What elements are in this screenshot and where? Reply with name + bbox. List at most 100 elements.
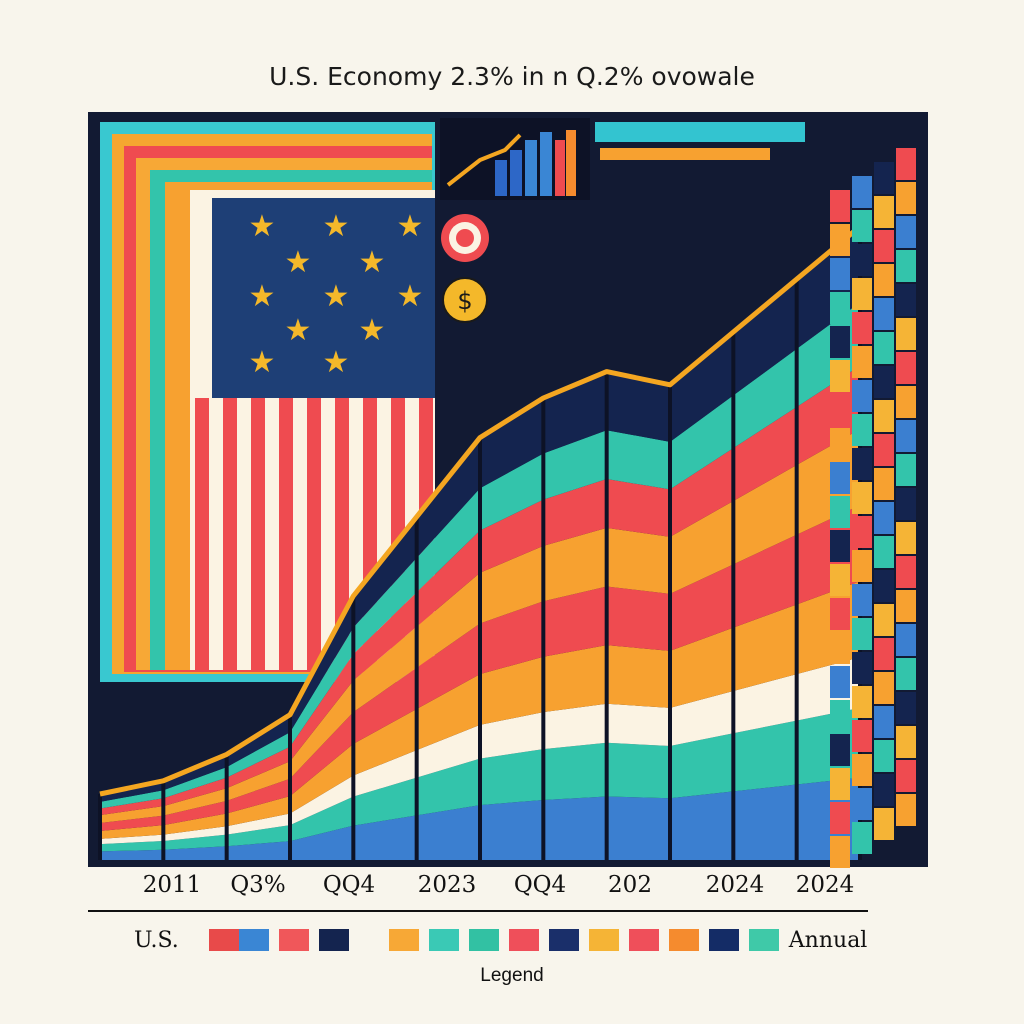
panel-cell [830, 360, 850, 392]
legend-swatch [318, 929, 349, 951]
panel-cell [830, 802, 850, 834]
legend-swatch [548, 929, 579, 951]
star-icon: ★ [249, 210, 276, 243]
panel-cell [830, 326, 850, 358]
panel-cell [874, 638, 894, 670]
panel-cell [896, 454, 916, 486]
x-tick-label: 2024 [705, 872, 765, 898]
legend-swatch [708, 929, 739, 951]
star-icon: ★ [397, 210, 424, 243]
legend-swatch [388, 929, 419, 951]
legend-swatch [428, 929, 459, 951]
panel-cell [830, 836, 850, 868]
panel-cell [852, 652, 872, 684]
panel-cell [852, 754, 872, 786]
panel-cell [874, 264, 894, 296]
panel-cell [830, 258, 850, 290]
legend: U.S. Annual [134, 925, 867, 955]
mini-bar-chart-icon [440, 118, 590, 200]
panel-cell [874, 332, 894, 364]
star-icon: ★ [249, 280, 276, 313]
side-panel [830, 148, 916, 868]
panel-cell [874, 672, 894, 704]
panel-cell [874, 230, 894, 262]
panel-cell [896, 284, 916, 316]
panel-cell [874, 400, 894, 432]
panel-cell [852, 176, 872, 208]
x-tick-label: Q3% [230, 872, 286, 898]
panel-cell [896, 488, 916, 520]
legend-swatch [628, 929, 659, 951]
flag-stripe [279, 398, 293, 670]
x-tick-label: 2011 [142, 872, 202, 898]
star-icon: ★ [323, 346, 350, 379]
panel-cell [830, 530, 850, 562]
panel-cell [896, 148, 916, 180]
panel-cell [830, 666, 850, 698]
panel-cell [874, 570, 894, 602]
panel-cell [830, 224, 850, 256]
panel-cell [830, 768, 850, 800]
panel-cell [830, 632, 850, 664]
panel-cell [896, 794, 916, 826]
x-tick-label: QQ4 [513, 872, 567, 898]
panel-cell [830, 292, 850, 324]
chart-title: U.S. Economy 2.3% in n Q.2% ovowale [269, 62, 755, 91]
legend-caption: Legend [480, 965, 544, 986]
x-tick-label: 2023 [417, 872, 477, 898]
panel-cell [874, 808, 894, 840]
legend-swatch [208, 929, 239, 951]
series-line [99, 224, 862, 797]
panel-cell [896, 556, 916, 588]
panel-cell [896, 624, 916, 656]
star-icon: ★ [285, 314, 312, 347]
panel-cell [852, 584, 872, 616]
panel-cell [896, 318, 916, 350]
panel-cell [830, 734, 850, 766]
panel-cell [852, 210, 872, 242]
panel-cell [874, 468, 894, 500]
panel-cell [830, 462, 850, 494]
x-tick-label: QQ4 [322, 872, 376, 898]
panel-cell [874, 706, 894, 738]
panel-cell [874, 298, 894, 330]
target-icon [441, 214, 489, 262]
legend-swatch [468, 929, 499, 951]
panel-cell [896, 658, 916, 690]
panel-cell [896, 726, 916, 758]
panel-cell [896, 692, 916, 724]
panel-cell [852, 822, 872, 854]
x-axis-line [88, 910, 868, 912]
panel-cell [852, 618, 872, 650]
legend-swatch [588, 929, 619, 951]
star-icon: ★ [249, 346, 276, 379]
legend-left-label: U.S. [134, 927, 179, 953]
panel-cell [852, 278, 872, 310]
panel-cell [896, 386, 916, 418]
panel-cell [852, 448, 872, 480]
legend-swatch [748, 929, 779, 951]
flag-stripe [195, 398, 209, 670]
panel-cell [852, 516, 872, 548]
panel-cell [874, 502, 894, 534]
panel-cell [874, 434, 894, 466]
panel-cell [830, 190, 850, 222]
panel-cell [874, 366, 894, 398]
legend-swatch [238, 929, 269, 951]
panel-cell [852, 312, 872, 344]
panel-cell [852, 244, 872, 276]
panel-cell [874, 536, 894, 568]
panel-cell [852, 414, 872, 446]
legend-swatch [278, 929, 309, 951]
panel-cell [830, 496, 850, 528]
panel-cell [896, 760, 916, 792]
panel-cell [830, 564, 850, 596]
panel-cell [852, 482, 872, 514]
panel-cell [830, 428, 850, 460]
legend-swatch [668, 929, 699, 951]
panel-cell [896, 352, 916, 384]
panel-cell [896, 216, 916, 248]
panel-cell [852, 686, 872, 718]
panel-cell [830, 700, 850, 732]
